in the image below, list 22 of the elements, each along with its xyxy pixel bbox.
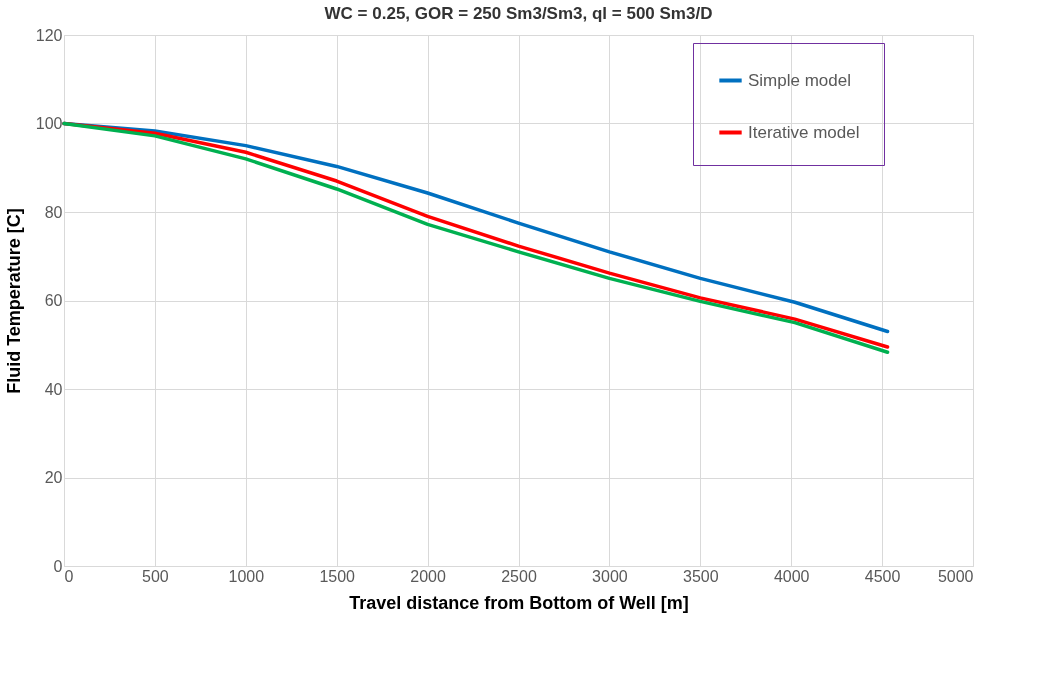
y-tick-label: 40 — [44, 380, 63, 398]
y-tick-label: 100 — [35, 115, 63, 132]
x-tick-label: 1500 — [319, 567, 356, 585]
x-tick-label: 5000 — [937, 567, 974, 585]
x-tick-label: 3500 — [683, 567, 719, 585]
y-tick-label: 60 — [44, 292, 63, 309]
x-tick-label: 4500 — [864, 567, 901, 585]
chart-title: WC = 0.25, GOR = 250 Sm3/Sm3, ql = 500 Sm3/D — [324, 4, 713, 23]
x-tick-label: 2500 — [501, 567, 537, 585]
x-tick-label: 2000 — [410, 567, 446, 585]
y-tick-label: 80 — [44, 203, 63, 221]
x-tick-label: 0 — [64, 567, 74, 585]
x-tick-label: 4000 — [773, 567, 810, 585]
y-axis-title: Fluid Temperature [C] — [3, 208, 24, 394]
y-tick-label: 120 — [35, 26, 63, 44]
legend-label: Iterative model — [748, 122, 860, 142]
x-axis-title: Travel distance from Bottom of Well [m] — [349, 592, 689, 613]
legend-label: Simple model — [748, 70, 851, 90]
x-tick-label: 1000 — [228, 567, 265, 585]
y-tick-label: 20 — [44, 469, 63, 486]
x-tick-label: 3000 — [592, 567, 628, 585]
x-tick-label: 500 — [142, 567, 169, 585]
